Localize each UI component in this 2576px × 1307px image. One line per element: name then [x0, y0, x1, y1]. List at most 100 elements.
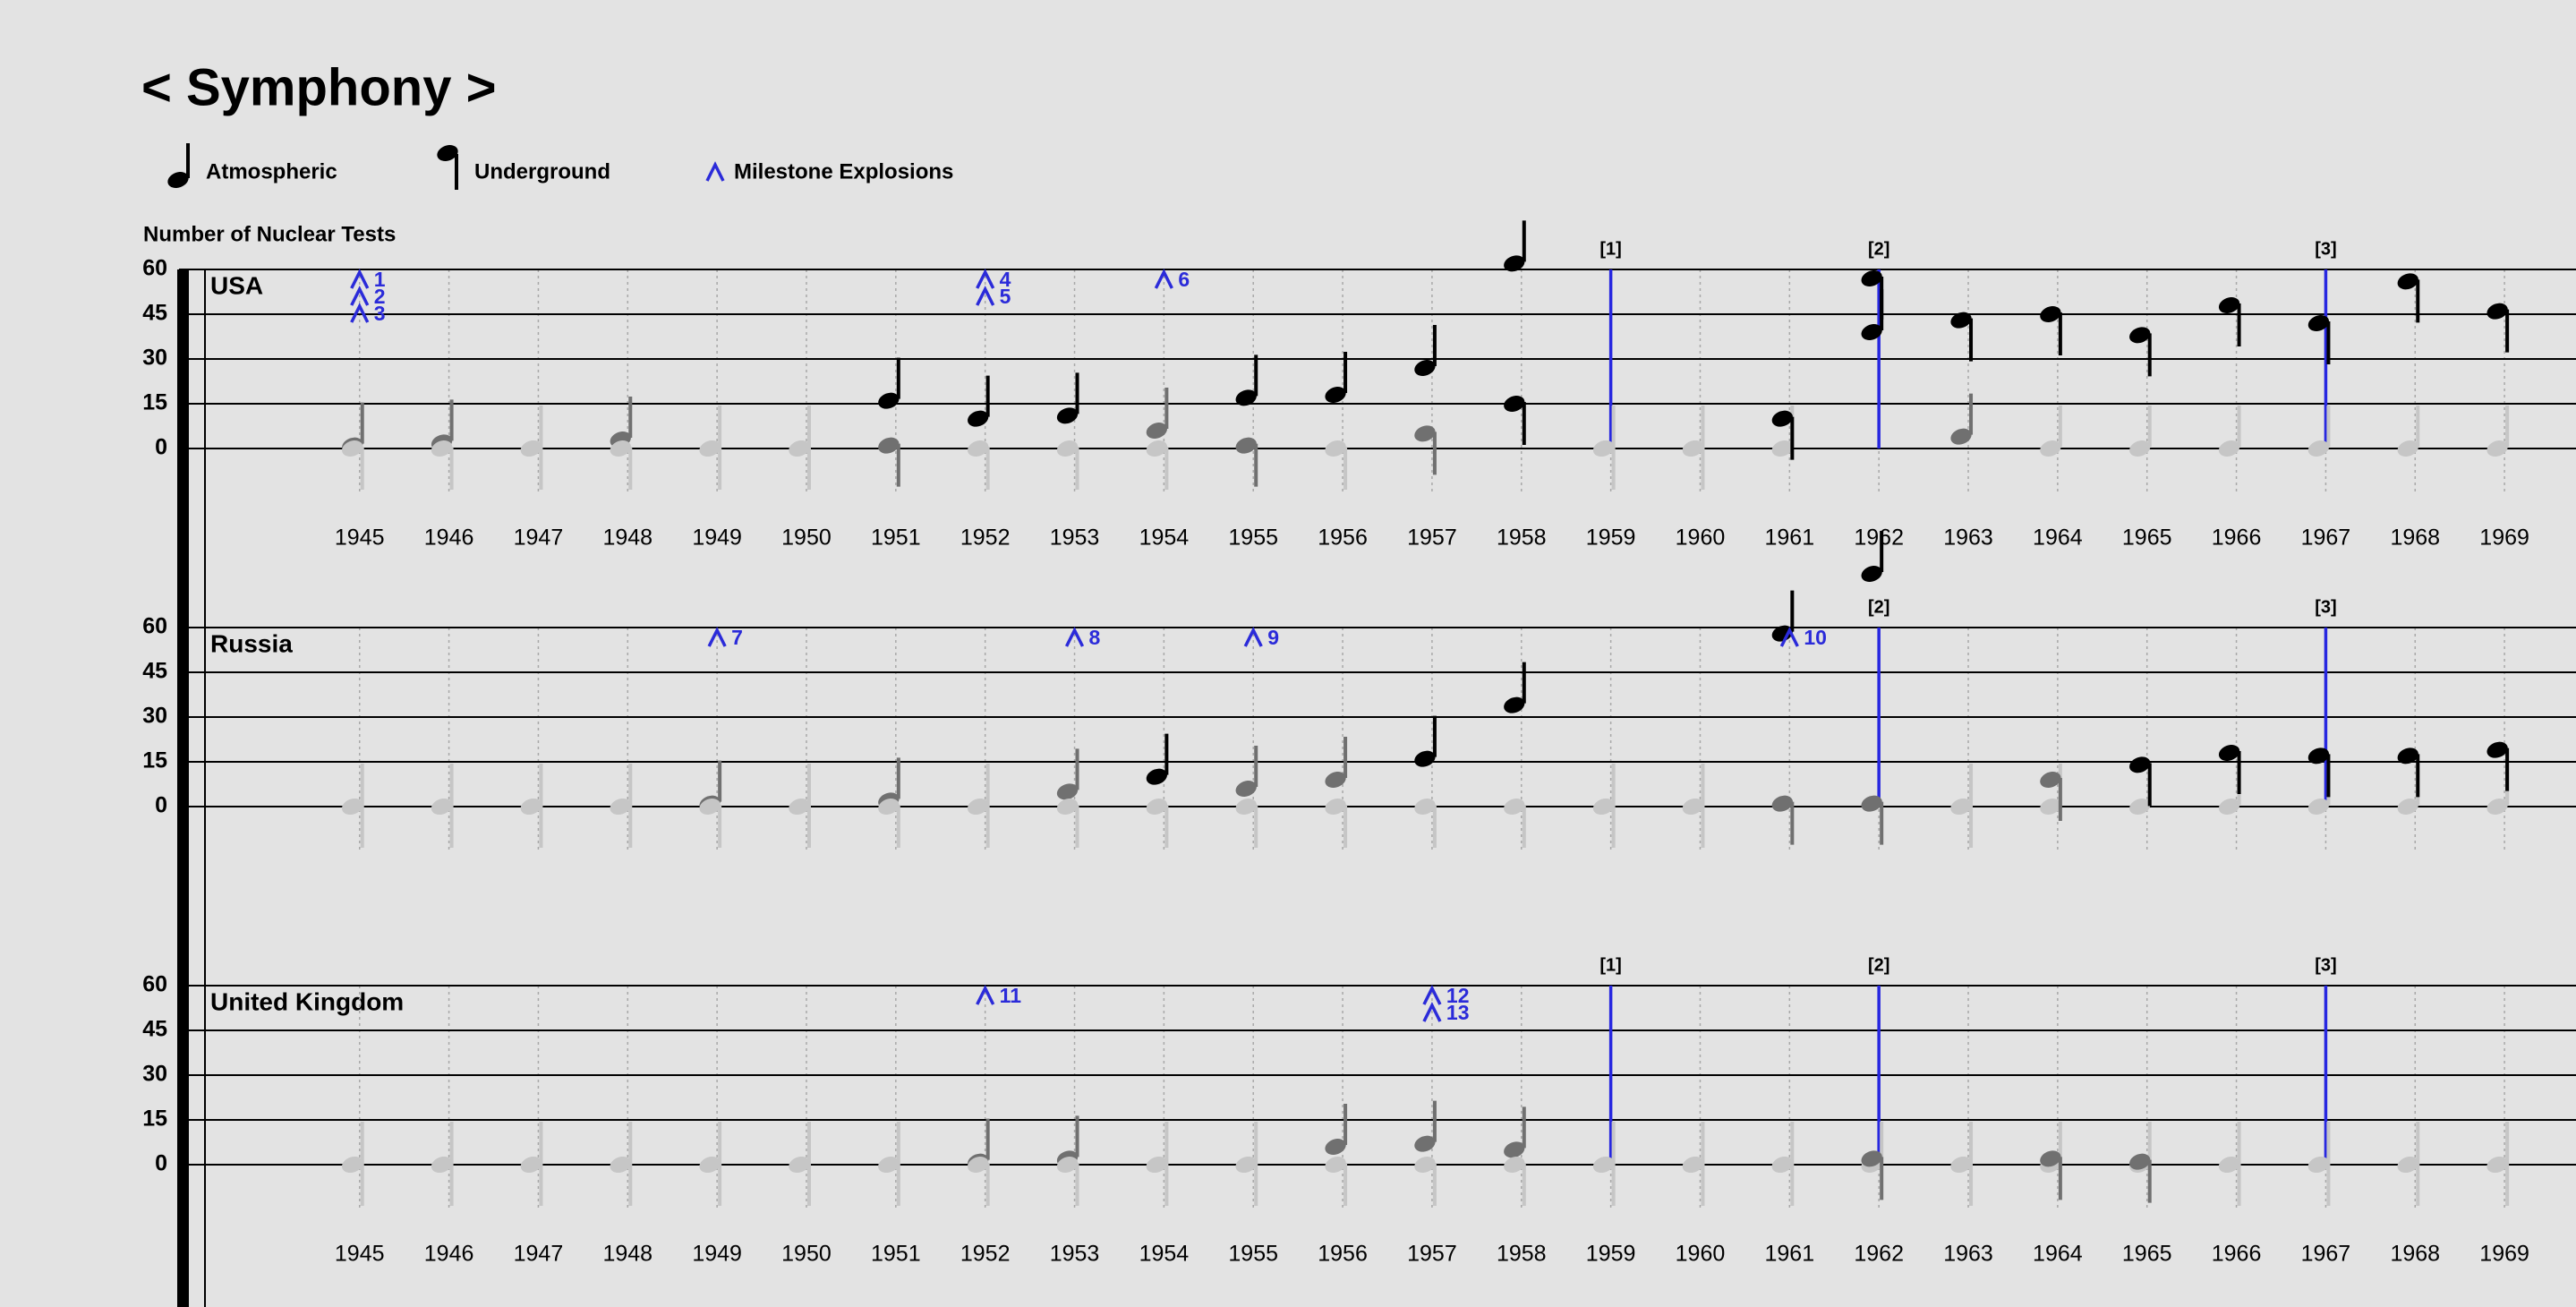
note-head: [1592, 440, 1615, 457]
note-head: [2218, 1157, 2240, 1173]
underground-note: [1592, 1157, 1616, 1206]
underground-note: [2040, 1150, 2062, 1200]
x-tick-label: 1967: [2301, 1242, 2351, 1267]
milestone-label: 2: [374, 285, 386, 308]
underground-note: [2486, 303, 2510, 353]
atmospheric-note: [2307, 406, 2331, 457]
note-head: [1861, 1150, 1882, 1167]
note-head: [2218, 799, 2240, 815]
x-tick-label: 1958: [1497, 1242, 1547, 1267]
note-head: [2129, 440, 2151, 457]
x-tick-label: 1965: [2122, 1242, 2172, 1267]
milestone-label: 10: [1804, 626, 1827, 649]
note-head: [1325, 1157, 1346, 1173]
note-head: [1146, 423, 1168, 439]
note-head: [699, 799, 721, 815]
note-head: [2397, 273, 2418, 290]
atmospheric-note: [1414, 715, 1437, 767]
note-head: [1950, 1157, 1972, 1173]
underground-note: [699, 799, 722, 848]
x-tick-label: 1945: [335, 525, 385, 551]
legend-icon-milestone: [705, 161, 725, 182]
underground-note: [2397, 747, 2420, 798]
x-tick-label: 1957: [1407, 1242, 1457, 1267]
note-head: [2307, 747, 2330, 765]
note-head: [2307, 315, 2330, 331]
underground-note: [878, 1157, 900, 1206]
underground-note: [2040, 306, 2062, 355]
note-head: [1861, 566, 1882, 582]
note-head: [520, 799, 542, 815]
milestone-marker: [350, 303, 370, 323]
underground-note: [1682, 440, 1705, 490]
note-head: [2218, 440, 2240, 457]
underground-note: [1861, 795, 1884, 845]
x-tick-label: 1964: [2033, 1242, 2083, 1267]
underground-note: [1414, 1157, 1437, 1206]
note-head: [1146, 1157, 1168, 1173]
x-tick-label: 1951: [871, 1242, 921, 1267]
underground-note: [1771, 795, 1795, 845]
x-tick-label: 1947: [514, 1242, 564, 1267]
underground-note: [1414, 425, 1437, 475]
note-head: [789, 799, 810, 815]
underground-note: [699, 440, 722, 490]
underground-note: [2397, 273, 2420, 323]
note-head: [1414, 799, 1436, 815]
note-head: [1771, 795, 1793, 812]
note-head: [2397, 747, 2418, 765]
measure-label: [1]: [1599, 239, 1621, 259]
x-tick-label: 1955: [1228, 1242, 1278, 1267]
note-head: [1771, 410, 1793, 427]
milestone-label: 3: [374, 302, 386, 325]
atmospheric-note: [1056, 372, 1079, 424]
note-head: [1414, 360, 1436, 376]
note-head: [2040, 772, 2061, 788]
underground-note: [1325, 1157, 1348, 1206]
y-axis-label: Number of Nuclear Tests: [143, 222, 396, 246]
underground-note: [1504, 396, 1526, 445]
milestone-label: 1: [374, 268, 386, 291]
note-head: [431, 1157, 453, 1173]
underground-note: [2307, 747, 2331, 798]
note-head: [1325, 799, 1346, 815]
underground-note: [1861, 270, 1884, 320]
note-head: [1592, 1157, 1615, 1173]
atmospheric-note: [1504, 220, 1526, 272]
note-head: [1504, 799, 1525, 815]
milestone-label: 11: [1000, 984, 1022, 1007]
note-head: [1325, 387, 1346, 403]
legend-icon-atmospheric: [167, 172, 189, 188]
note-head: [2129, 327, 2151, 344]
underground-note: [342, 799, 364, 848]
x-tick-label: 1969: [2479, 525, 2529, 551]
note-head: [1592, 799, 1615, 815]
note-head: [610, 799, 631, 815]
underground-note: [1056, 799, 1079, 848]
note-head: [968, 440, 989, 457]
note-head: [2397, 799, 2418, 815]
y-tick-label: 0: [155, 1151, 167, 1176]
underground-note: [968, 799, 990, 848]
x-tick-label: 1950: [781, 525, 832, 551]
x-tick-label: 1966: [2212, 1242, 2262, 1267]
milestone-marker: [976, 286, 995, 306]
milestone-marker: [1154, 269, 1173, 289]
underground-note: [2307, 315, 2331, 364]
x-tick-label: 1956: [1318, 1242, 1368, 1267]
milestone-label: 9: [1267, 626, 1279, 649]
underground-note: [1682, 1157, 1705, 1206]
note-head: [1235, 1157, 1257, 1173]
underground-note: [968, 440, 990, 490]
x-tick-label: 1954: [1139, 1242, 1190, 1267]
note-head: [431, 440, 453, 457]
y-tick-label: 30: [142, 346, 167, 371]
note-head: [1414, 750, 1436, 767]
x-tick-label: 1962: [1854, 1242, 1904, 1267]
note-head: [2218, 297, 2240, 313]
x-tick-label: 1951: [871, 525, 921, 551]
y-tick-label: 45: [142, 659, 167, 684]
note-head: [1414, 1135, 1436, 1152]
atmospheric-note: [1146, 388, 1169, 439]
y-tick-label: 45: [142, 1017, 167, 1042]
